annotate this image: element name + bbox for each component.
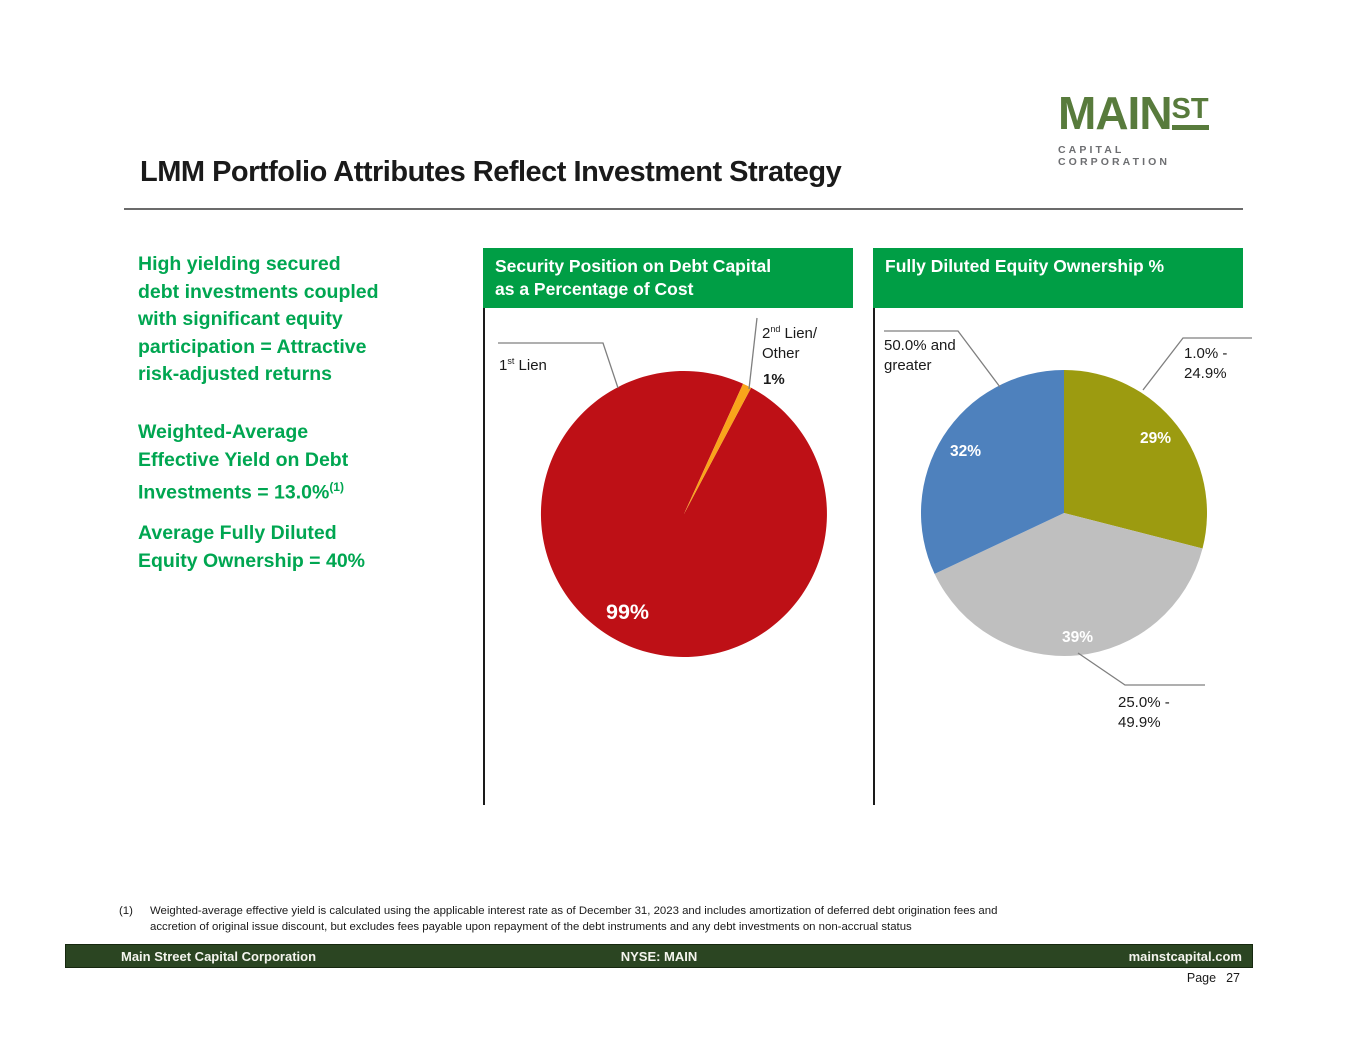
label-1st-lien-rest: Lien — [514, 357, 547, 374]
label-1st-lien-sup: st — [507, 356, 515, 366]
data-label-99pct: 99% — [606, 600, 650, 624]
leader-line-2nd-lien — [748, 317, 758, 390]
chart2-axis-line — [873, 308, 875, 805]
label-2nd-lien-num: 2 — [762, 325, 771, 342]
footnote-marker: (1) — [119, 905, 133, 917]
logo-st-text: ST — [1171, 95, 1209, 130]
leader-line-25-49pct — [1077, 652, 1205, 686]
label-2nd-lien-sup: nd — [770, 324, 781, 334]
page-label: Page — [1186, 971, 1217, 985]
highlight-risk-adjusted-returns: High yielding secured debt investments c… — [138, 253, 379, 386]
pie-chart-security-position — [498, 317, 827, 657]
footnote-text: Weighted-average effective yield is calc… — [150, 905, 998, 933]
footer-website: mainstcapital.com — [1128, 948, 1242, 964]
data-label-1pct: 1% — [763, 371, 785, 388]
logo-wordmark: MAINST — [1058, 90, 1238, 141]
label-2nd-lien-line2: Other — [762, 344, 800, 362]
page-number: Page 27 — [1040, 971, 1240, 985]
highlight-effective-yield: Weighted-Average Effective Yield on Debt… — [138, 419, 468, 507]
data-label-39pct: 39% — [1062, 629, 1094, 646]
pie-slice-1-0-24-9- — [1064, 370, 1208, 549]
pie-slice-25-0-49-9- — [934, 513, 1203, 657]
label-25-to-49pct: 25.0% - 49.9% — [1118, 694, 1170, 731]
leader-line-1-24pct — [1142, 337, 1252, 391]
pie-slice-2nd-lien-other — [684, 383, 752, 514]
footer-ticker: NYSE: MAIN — [620, 948, 698, 964]
pie-slice-1st-lien — [540, 370, 827, 657]
pie1-slices — [540, 370, 827, 657]
label-50pct-and-greater: 50.0% and greater — [884, 337, 956, 374]
highlight-effective-yield-text: Weighted-Average Effective Yield on Debt… — [138, 421, 349, 504]
data-label-32pct: 32% — [950, 443, 982, 460]
logo-tagline: CAPITAL CORPORATION — [1058, 144, 1171, 168]
chart2-header: Fully Diluted Equity Ownership % — [873, 248, 1243, 308]
chart1-axis-line — [483, 308, 485, 805]
label-1st-lien: 1st Lien — [499, 352, 547, 376]
chart1-header: Security Position on Debt Capital as a P… — [483, 248, 853, 308]
logo-main-text: MAIN — [1058, 87, 1173, 139]
highlight-equity-ownership: Average Fully Diluted Equity Ownership =… — [138, 522, 366, 572]
company-logo: MAINST CAPITAL CORPORATION — [1058, 90, 1238, 168]
leader-line-50pct-greater — [884, 330, 1001, 388]
leader-line-1st-lien — [498, 342, 619, 389]
pie-chart-equity-ownership — [884, 330, 1252, 686]
data-label-29pct: 29% — [1140, 430, 1172, 447]
page-title: LMM Portfolio Attributes Reflect Investm… — [140, 156, 842, 188]
label-1st-lien-num: 1 — [499, 357, 508, 374]
label-1-to-24pct: 1.0% - 24.9% — [1184, 345, 1228, 382]
pie2-slices — [920, 370, 1208, 657]
page-number-value: 27 — [1226, 971, 1240, 985]
label-2nd-lien-other: 2nd Lien/Other — [762, 320, 817, 363]
pie-slice-50-0-and-greater — [920, 370, 1064, 574]
footer-bar: Main Street Capital Corporation NYSE: MA… — [65, 944, 1253, 968]
footnote-reference: (1) — [329, 480, 344, 495]
label-2nd-lien-rest: Lien/ — [780, 325, 818, 342]
footer-company-name: Main Street Capital Corporation — [121, 948, 317, 964]
title-divider — [124, 208, 1243, 210]
